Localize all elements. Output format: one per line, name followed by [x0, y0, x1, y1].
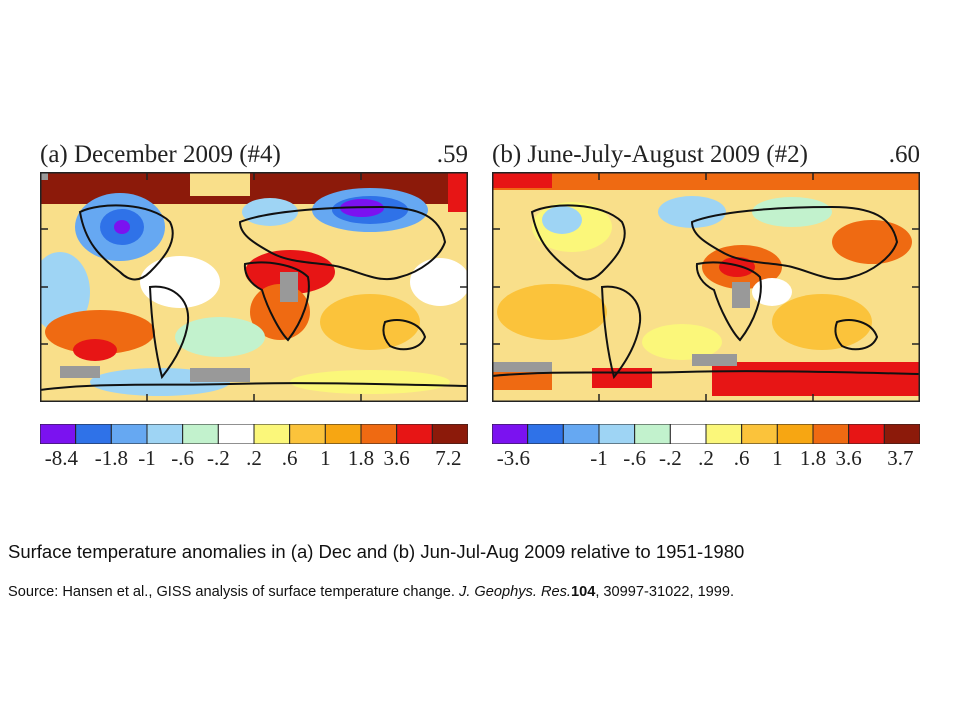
legend-swatch: [289, 424, 326, 444]
legend-swatch: [396, 424, 433, 444]
north-america-cool: [542, 206, 582, 234]
anomaly-map: [492, 172, 920, 402]
legend-tick-label: 1: [772, 446, 783, 470]
legend-swatch: [182, 424, 219, 444]
legend-swatch: [598, 424, 636, 444]
legend-swatch: [110, 424, 148, 444]
coastlines: [492, 204, 920, 380]
legend-tick-label: -1: [590, 446, 608, 470]
legend-tick-label: -1.8: [94, 446, 128, 470]
legend-swatch: [253, 424, 291, 444]
color-legend: [492, 424, 920, 444]
legend-ticks: -3.6 -1 -.6 -.2 .2 .6 1 1.8 3.6 3.7: [492, 444, 920, 474]
legend-tick-label: -3.6: [496, 446, 531, 470]
legend-tick-label: 3.6: [383, 446, 410, 470]
legend-ticks: -8.4 -1.8 -1 -.6 -.2 .2 .6 1 1.8 3.6 7.2: [40, 444, 468, 474]
legend-tick-label: 1.8: [347, 446, 375, 470]
legend-swatch: [776, 424, 814, 444]
source-rest: , 30997-31022, 1999.: [595, 584, 735, 600]
anomaly-patches: [492, 172, 920, 396]
legend-swatch: [40, 424, 77, 444]
legend-swatch: [848, 424, 885, 444]
legend-swatch: [217, 424, 255, 444]
panel-title-label: (a) December 2009 (#4): [40, 141, 281, 168]
legend-swatch: [812, 424, 850, 444]
legend-swatch: [634, 424, 671, 444]
map-frame: [492, 172, 920, 402]
legend-swatch: [492, 424, 529, 444]
global-mean-value: .60: [888, 141, 920, 168]
anomaly-patches: [40, 172, 468, 396]
legend-swatch: [562, 424, 600, 444]
legend-tick-label: 7.2: [435, 446, 462, 470]
coastlines: [40, 204, 468, 391]
panel-december-2009: (a) December 2009 (#4) .59: [38, 138, 470, 478]
legend-swatch: [431, 424, 468, 444]
legend-swatch: [360, 424, 398, 444]
legend-swatch: [146, 424, 184, 444]
legend-tick-label: .6: [281, 446, 298, 470]
panel-title: (b) June-July-August 2009 (#2) .60: [490, 138, 922, 174]
panel-jja-2009: (b) June-July-August 2009 (#2) .60: [490, 138, 922, 478]
legend-swatch: [527, 424, 564, 444]
legend-swatch: [75, 424, 112, 444]
legend-tick-label: .2: [698, 446, 714, 470]
legend-tick-label: .6: [733, 446, 750, 470]
global-mean-value: .59: [436, 141, 468, 168]
anomaly-map: [40, 172, 468, 402]
source-prefix: Source: Hansen et al., GISS analysis of …: [8, 584, 460, 600]
legend-tick-label: 1: [320, 446, 331, 470]
missing-data: [280, 272, 298, 302]
figure-caption: Surface temperature anomalies in (a) Dec…: [8, 541, 745, 562]
legend-tick-label: 3.6: [835, 446, 862, 470]
legend-swatch: [883, 424, 920, 444]
legend-tick-label: -1: [138, 446, 156, 470]
panel-title: (a) December 2009 (#4) .59: [38, 138, 470, 174]
panel-title-label: (b) June-July-August 2009 (#2): [492, 141, 808, 168]
legend-tick-label: -.6: [171, 446, 195, 470]
source-journal: J. Geophys. Res.: [459, 584, 571, 600]
antarctic-warm: [712, 362, 920, 396]
legend-tick-label: 1.8: [799, 446, 827, 470]
legend-tick-label: -.6: [623, 446, 647, 470]
legend-tick-label: 3.7: [887, 446, 914, 470]
legend-swatch: [741, 424, 778, 444]
legend-tick-label: -.2: [658, 446, 682, 470]
legend-tick-label: -.2: [206, 446, 230, 470]
legend-swatch: [705, 424, 743, 444]
source-volume: 104: [570, 584, 596, 600]
legend-swatch: [669, 424, 707, 444]
color-legend: [40, 424, 468, 444]
missing-data: [732, 282, 750, 308]
legend-tick-label: -8.4: [44, 446, 79, 470]
map-frame: [40, 172, 468, 402]
legend-tick-label: .2: [246, 446, 262, 470]
figure-source: Source: Hansen et al., GISS analysis of …: [8, 584, 734, 600]
legend-swatch: [324, 424, 362, 444]
